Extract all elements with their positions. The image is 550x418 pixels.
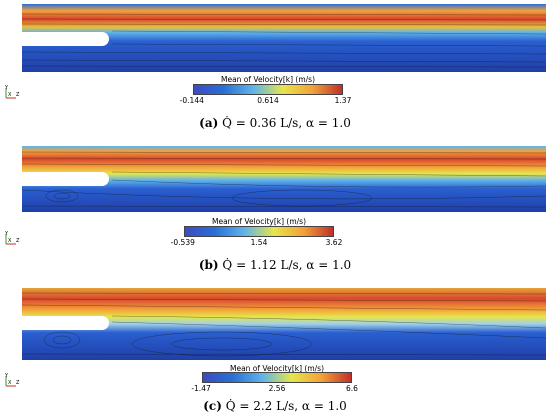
colorbar-min-b: -0.539 xyxy=(170,238,195,247)
colorbar-mid-c: 2.56 xyxy=(268,384,286,393)
caption-label-a: (a) xyxy=(199,116,219,130)
velocity-field-b xyxy=(22,146,546,212)
axis-x-label: X xyxy=(8,238,12,244)
colorbar-max-c: 6.6 xyxy=(346,384,358,393)
caption-label-c: (c) xyxy=(203,399,222,413)
axes-triad-a: Y X Z xyxy=(2,84,22,104)
axis-x-label: X xyxy=(8,380,12,386)
colorbar-max-b: 3.62 xyxy=(325,238,343,247)
colorbar-a xyxy=(193,84,343,95)
axis-z-label: Z xyxy=(16,380,20,386)
axis-y-label: Y xyxy=(4,231,9,237)
caption-text-b: Q̇ = 1.12 L/s, α = 1.0 xyxy=(222,258,352,272)
velocity-field-a xyxy=(22,4,546,72)
colorbar-title-a: Mean of Velocity[k] (m/s) xyxy=(220,75,316,84)
axes-triad-b: Y X Z xyxy=(2,230,22,250)
caption-text-c: Q̇ = 2.2 L/s, α = 1.0 xyxy=(225,399,347,413)
colorbar-title-b: Mean of Velocity[k] (m/s) xyxy=(211,217,307,226)
colorbar-b xyxy=(184,226,334,237)
velocity-field-c xyxy=(22,288,546,360)
colorbar-c xyxy=(202,372,352,383)
axis-x-label: X xyxy=(8,92,12,98)
colorbar-mid-a: 0.614 xyxy=(257,96,279,105)
axis-z-label: Z xyxy=(16,92,20,98)
colorbar-title-c: Mean of Velocity[k] (m/s) xyxy=(229,364,325,373)
colorbar-min-a: -0.144 xyxy=(179,96,204,105)
axis-y-label: Y xyxy=(4,85,9,91)
caption-a: (a) Q̇ = 0.36 L/s, α = 1.0 xyxy=(0,116,550,130)
caption-b: (b) Q̇ = 1.12 L/s, α = 1.0 xyxy=(0,258,550,272)
axes-triad-c: Y X Z xyxy=(2,372,22,392)
colorbar-min-c: -1.47 xyxy=(191,384,211,393)
axis-z-label: Z xyxy=(16,238,20,244)
axis-y-label: Y xyxy=(4,373,9,379)
caption-label-b: (b) xyxy=(198,258,219,272)
caption-c: (c) Q̇ = 2.2 L/s, α = 1.0 xyxy=(0,399,550,413)
colorbar-mid-b: 1.54 xyxy=(250,238,268,247)
colorbar-max-a: 1.37 xyxy=(334,96,352,105)
caption-text-a: Q̇ = 0.36 L/s, α = 1.0 xyxy=(222,116,351,130)
